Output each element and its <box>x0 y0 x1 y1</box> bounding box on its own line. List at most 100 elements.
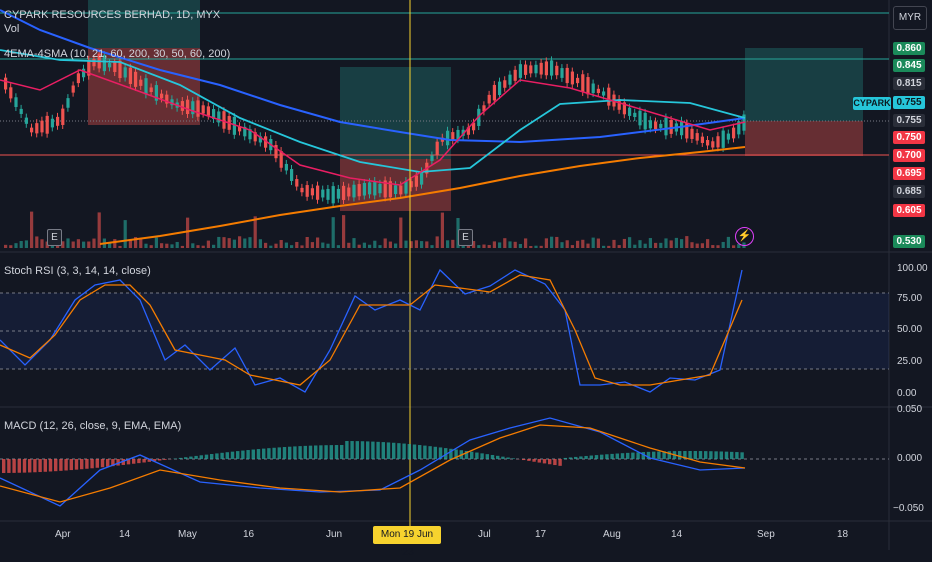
candle <box>77 73 80 83</box>
volume-bar <box>20 241 23 248</box>
macd-histogram-bar <box>288 447 291 459</box>
volume-bar <box>540 246 543 248</box>
macd-histogram-bar <box>486 454 489 459</box>
candle <box>82 69 85 78</box>
macd-histogram-bar <box>304 446 307 459</box>
earnings-icon[interactable]: E <box>458 229 473 246</box>
volume-bar <box>670 240 673 248</box>
macd-legend[interactable]: MACD (12, 26, close, 9, EMA, EMA) <box>4 419 181 433</box>
volume-bar <box>415 240 418 248</box>
stoch-tick: 25.00 <box>897 356 922 367</box>
candle <box>311 188 314 195</box>
macd-histogram-bar <box>709 451 712 459</box>
candle <box>4 78 7 90</box>
volume-bar <box>316 237 319 248</box>
volume-bar <box>368 245 371 248</box>
chart-window[interactable]: CYPARK RESOURCES BERHAD, 1D, MYX Vol 4EM… <box>0 0 932 550</box>
macd-histogram-bar <box>532 459 535 462</box>
volume-bar <box>727 237 730 248</box>
macd-tick: 0.050 <box>897 404 922 415</box>
macd-histogram-bar <box>96 459 99 468</box>
ema-sma-legend[interactable]: 4EMA-4SMA (10, 21, 60, 200, 30, 50, 60, … <box>4 47 230 61</box>
macd-histogram-bar <box>506 458 509 459</box>
volume-bar <box>269 246 272 248</box>
macd-histogram-bar <box>272 448 275 459</box>
stoch-tick: 0.00 <box>897 388 916 399</box>
volume-bar <box>441 213 444 248</box>
candle <box>680 121 683 135</box>
macd-histogram-bar <box>652 452 655 459</box>
macd-histogram-bar <box>44 459 47 472</box>
macd-histogram-bar <box>428 446 431 459</box>
volume-bar <box>560 242 563 248</box>
volume-bar <box>254 216 257 248</box>
macd-histogram-bar <box>408 444 411 459</box>
time-label: 14 <box>671 529 682 540</box>
candle <box>363 183 366 196</box>
price-label: 0.530 <box>893 235 925 248</box>
stoch-tick: 100.00 <box>897 263 928 274</box>
macd-histogram-bar <box>392 443 395 459</box>
macd-histogram-bar <box>720 451 723 459</box>
volume-bar <box>706 239 709 248</box>
macd-histogram-bar <box>491 455 494 459</box>
candle <box>347 188 350 197</box>
volume-bar <box>477 245 480 248</box>
volume-legend[interactable]: Vol <box>4 22 19 36</box>
macd-histogram-bar <box>636 452 639 459</box>
volume-bar <box>394 244 397 248</box>
stoch-tick: 75.00 <box>897 293 922 304</box>
volume-bar <box>243 238 246 248</box>
macd-histogram-bar <box>309 446 312 459</box>
volume-bar <box>649 238 652 248</box>
earnings-icon[interactable]: E <box>47 229 62 246</box>
candle <box>134 72 137 87</box>
macd-histogram-bar <box>18 459 21 473</box>
time-label: 18 <box>837 529 848 540</box>
volume-bar <box>217 237 220 248</box>
candle <box>25 118 28 124</box>
volume-bar <box>170 244 173 248</box>
stoch-rsi-legend[interactable]: Stoch RSI (3, 3, 14, 14, close) <box>4 264 151 278</box>
candle <box>659 124 662 128</box>
candle <box>129 68 132 84</box>
candle <box>607 88 610 106</box>
volume-bar <box>581 240 584 248</box>
macd-histogram-bar <box>283 447 286 459</box>
volume-bar <box>446 240 449 248</box>
volume-bar <box>228 238 231 248</box>
price-label: 0.755 <box>893 114 925 127</box>
candle <box>9 87 12 98</box>
price-label: 0.860 <box>893 42 925 55</box>
volume-bar <box>326 244 329 248</box>
macd-histogram-bar <box>356 441 359 459</box>
candle <box>545 61 548 75</box>
candle <box>72 85 75 92</box>
macd-histogram-bar <box>735 452 738 459</box>
candle <box>508 75 511 85</box>
macd-histogram-bar <box>480 453 483 459</box>
lightning-icon[interactable]: ⚡ <box>735 227 754 246</box>
volume-bar <box>675 238 678 248</box>
candle <box>150 87 153 92</box>
macd-histogram-bar <box>23 459 26 473</box>
currency-button[interactable]: MYR <box>893 6 927 30</box>
volume-bar <box>290 245 293 248</box>
price-label: 0.685 <box>893 185 925 198</box>
macd-histogram-bar <box>210 454 213 459</box>
volume-bar <box>612 240 615 248</box>
candle <box>332 186 335 203</box>
candle <box>519 64 522 78</box>
volume-bar <box>347 243 350 248</box>
macd-histogram-bar <box>314 445 317 459</box>
volume-bar <box>113 239 116 248</box>
macd-histogram-bar <box>725 452 728 459</box>
macd-histogram-bar <box>496 456 499 459</box>
macd-histogram-bar <box>226 452 229 459</box>
price-label: 0.695 <box>893 167 925 180</box>
candle <box>35 123 38 133</box>
candle <box>628 108 631 116</box>
candle <box>696 133 699 141</box>
volume-bar <box>259 239 262 248</box>
volume-bar <box>633 245 636 248</box>
